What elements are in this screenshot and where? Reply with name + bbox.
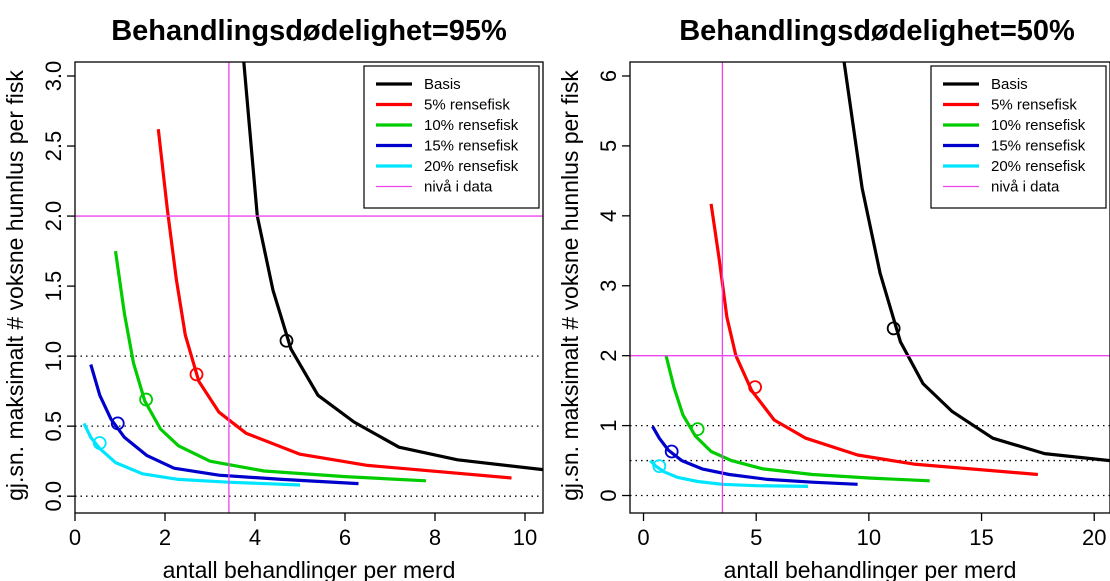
legend-label-5: nivå i data (424, 179, 493, 196)
y-axis-label: gj.sn. maksimalt # voksne hunnlus per fi… (557, 70, 583, 501)
series-line-2 (113, 250, 427, 483)
y-tick-label-0: 0.0 (41, 481, 66, 512)
x-tick-label-1: 2 (159, 525, 171, 550)
x-tick-label-2: 4 (249, 525, 261, 550)
y-tick-label-6: 3.0 (41, 61, 66, 92)
series-marker-1 (748, 380, 762, 395)
x-axis-label: antall behandlinger per merd (163, 557, 456, 581)
y-tick-label-6: 6 (596, 70, 621, 82)
x-tick-label-3: 15 (969, 525, 993, 550)
y-tick-label-5: 2.5 (41, 131, 66, 162)
x-tick-label-2: 10 (857, 525, 881, 550)
series-marker-0 (279, 333, 294, 348)
legend-label-4: 20% rensefisk (424, 158, 519, 175)
legend-label-2: 10% rensefisk (424, 117, 519, 134)
y-tick-label-3: 3 (596, 280, 621, 292)
y-tick-label-5: 5 (596, 140, 621, 152)
legend-label-4: 20% rensefisk (991, 158, 1086, 175)
y-tick-label-3: 1.5 (41, 271, 66, 302)
y-tick-label-1: 1 (596, 419, 621, 431)
series-marker-4 (652, 459, 667, 474)
y-tick-label-0: 0 (596, 489, 621, 501)
chart-panel-1: Behandlingsdødelighet=95% 0 2 4 6 8 10 antall b… (2, 15, 544, 581)
series-marker-2 (690, 422, 705, 436)
x-tick-label-0: 0 (69, 525, 81, 550)
series-marker-3 (664, 444, 679, 459)
series-line-1 (156, 129, 512, 480)
series-line-0 (242, 62, 543, 472)
series-line-3 (651, 425, 858, 486)
y-tick-label-1: 0.5 (41, 411, 66, 442)
x-tick-label-3: 6 (339, 525, 351, 550)
legend-label-1: 5% rensefisk (991, 97, 1077, 114)
legend-label-0: Basis (424, 76, 461, 93)
x-tick-label-1: 5 (750, 525, 762, 550)
y-tick-label-2: 1.0 (41, 341, 66, 372)
series-marker-1 (189, 367, 204, 382)
series-line-4 (649, 459, 809, 488)
chart-title: Behandlingsdødelighet=50% (679, 15, 1075, 47)
series-marker-4 (92, 436, 107, 450)
y-tick-label-4: 4 (596, 210, 621, 222)
x-axis-label: antall behandlinger per merd (724, 557, 1017, 581)
y-tick-label-4: 2.0 (41, 201, 66, 232)
plot-frame (74, 61, 544, 514)
x-tick-label-4: 8 (429, 525, 441, 550)
y-axis-label: gj.sn. maksimalt # voksne hunnlus per fi… (2, 70, 28, 501)
series-line-4 (82, 422, 301, 487)
legend-box (363, 65, 540, 209)
chart-panel-2: Behandlingsdødelighet=50%0 5 10 15 20antall … (557, 15, 1110, 581)
plot-area (630, 62, 1110, 513)
legend-label-3: 15% rensefisk (991, 138, 1086, 155)
series-line-0 (842, 62, 1110, 463)
series-marker-2 (139, 392, 154, 407)
series-marker-0 (886, 321, 901, 336)
series-marker-3 (110, 416, 125, 431)
legend-label-2: 10% rensefisk (991, 117, 1086, 134)
y-tick-label-2: 2 (596, 350, 621, 362)
legend-label-1: 5% rensefisk (424, 97, 510, 114)
series-line-3 (89, 364, 359, 486)
legend-box (930, 65, 1107, 209)
x-tick-label-5: 10 (513, 525, 537, 550)
legend-label-3: 15% rensefisk (424, 138, 519, 155)
plot-area (75, 62, 543, 513)
series-line-2 (664, 355, 930, 483)
legend-label-5: nivå i data (991, 179, 1060, 196)
x-tick-label-0: 0 (637, 525, 649, 550)
legend: Basis 5% rensefisk 10% rensefisk 15% rensef… (930, 65, 1107, 209)
legend: Basis 5% rensefisk 10% rensefisk 15% rensef… (363, 65, 540, 209)
legend-label-0: Basis (991, 76, 1028, 93)
plot-frame (629, 61, 1110, 514)
x-tick-label-4: 20 (1082, 525, 1106, 550)
chart-title: Behandlingsdødelighet=95% (111, 15, 507, 47)
